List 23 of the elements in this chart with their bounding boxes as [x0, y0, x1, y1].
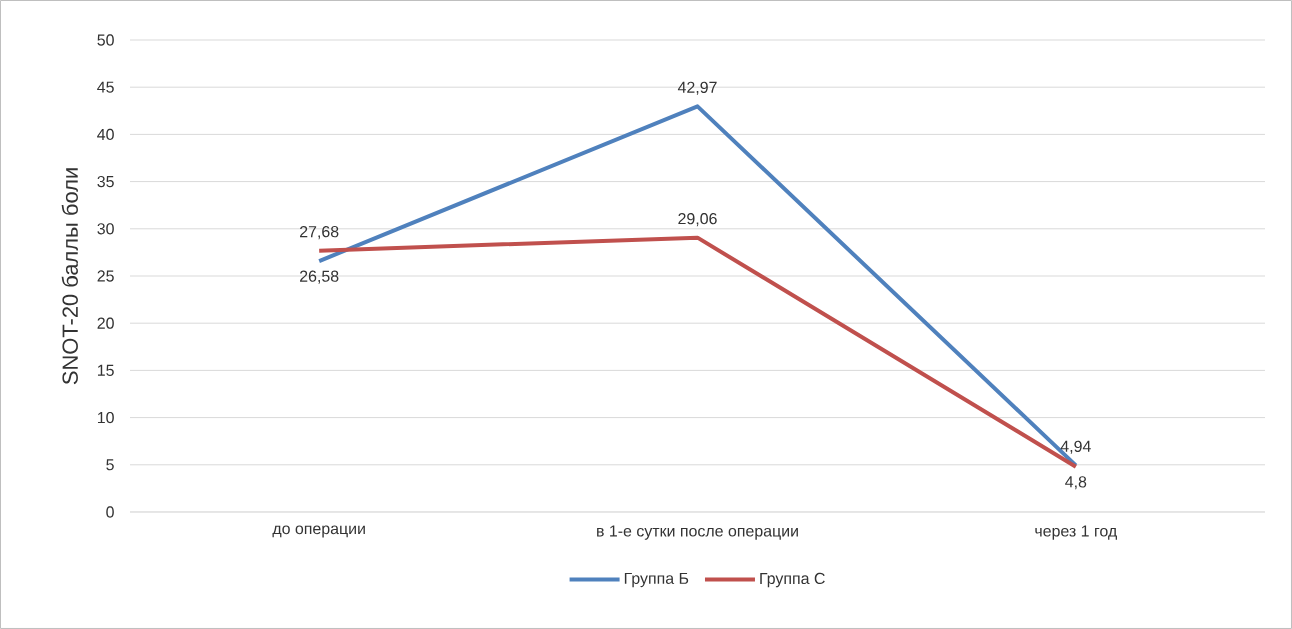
y-tick-label: 15 — [97, 364, 114, 376]
y-tick-label: 35 — [97, 175, 114, 188]
data-label: 4,94 — [1060, 440, 1091, 454]
y-tick-label: 0 — [106, 506, 114, 518]
data-label: 42,97 — [677, 81, 717, 95]
data-label: 26,58 — [300, 270, 339, 284]
y-tick-label: 40 — [97, 128, 114, 141]
y-tick-label: 30 — [97, 223, 114, 235]
y-tick-label: 50 — [97, 34, 114, 46]
data-label: 29,06 — [678, 212, 717, 227]
data-label: 27,68 — [300, 226, 339, 240]
y-tick-label: 10 — [97, 411, 114, 424]
x-tick-label: через 1 год — [1035, 525, 1117, 540]
y-tick-label: 20 — [97, 317, 114, 329]
legend-label: Группа Б — [624, 572, 689, 588]
y-tick-label: 5 — [106, 459, 114, 471]
x-tick-label: до операции — [272, 525, 365, 538]
y-tick-label: 25 — [97, 270, 114, 282]
y-tick-label: 45 — [97, 81, 114, 93]
data-label: 4,8 — [1065, 476, 1087, 490]
y-axis-title: SNOT-20 баллы боли — [61, 168, 78, 385]
x-tick-label: в 1-е сутки после операции — [597, 525, 798, 540]
legend-label: Группа С — [760, 572, 825, 588]
